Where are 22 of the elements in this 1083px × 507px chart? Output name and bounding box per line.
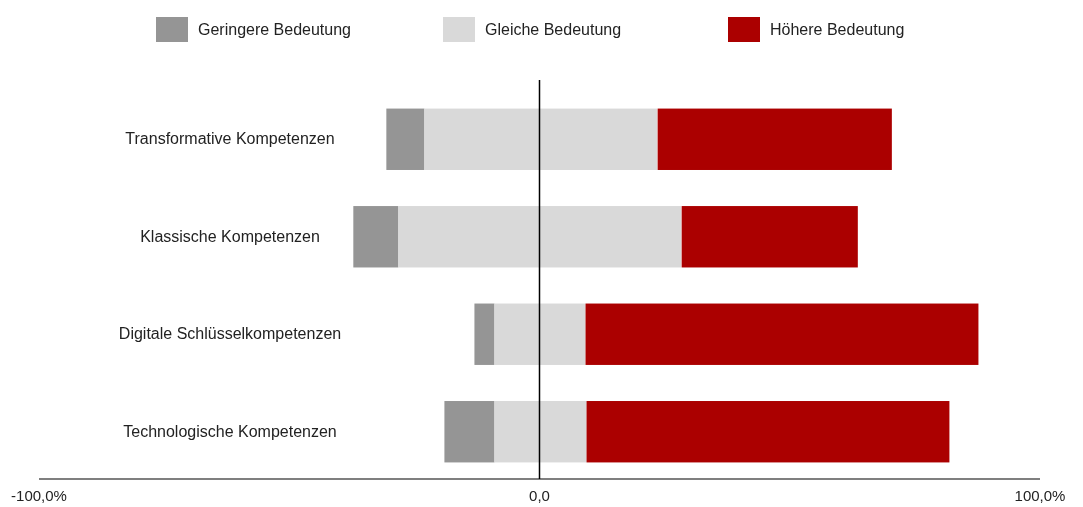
y-tick-label: Klassische Kompetenzen	[140, 227, 320, 245]
bar	[353, 206, 399, 268]
legend-label: Gleiche Bedeutung	[485, 21, 622, 38]
bar	[444, 401, 495, 463]
x-tick-label: 0,0	[529, 487, 550, 504]
bar	[494, 303, 586, 365]
bar	[681, 206, 858, 268]
bar	[424, 108, 658, 170]
bar	[494, 401, 587, 463]
bar	[657, 108, 892, 170]
y-tick-label: Technologische Kompetenzen	[123, 422, 337, 440]
x-tick-label: 100,0%	[1014, 487, 1066, 504]
y-tick-label: Transformative Kompetenzen	[125, 130, 335, 148]
bar	[586, 401, 950, 463]
legend-label: Geringere Bedeutung	[198, 21, 351, 38]
bar	[398, 206, 682, 268]
bar	[474, 303, 495, 365]
bar	[585, 303, 979, 365]
y-tick-label: Digitale Schlüsselkompetenzen	[118, 325, 342, 343]
bar	[386, 108, 425, 170]
x-tick-label: -100,0%	[11, 487, 67, 504]
legend-label: Höhere Bedeutung	[770, 21, 905, 38]
